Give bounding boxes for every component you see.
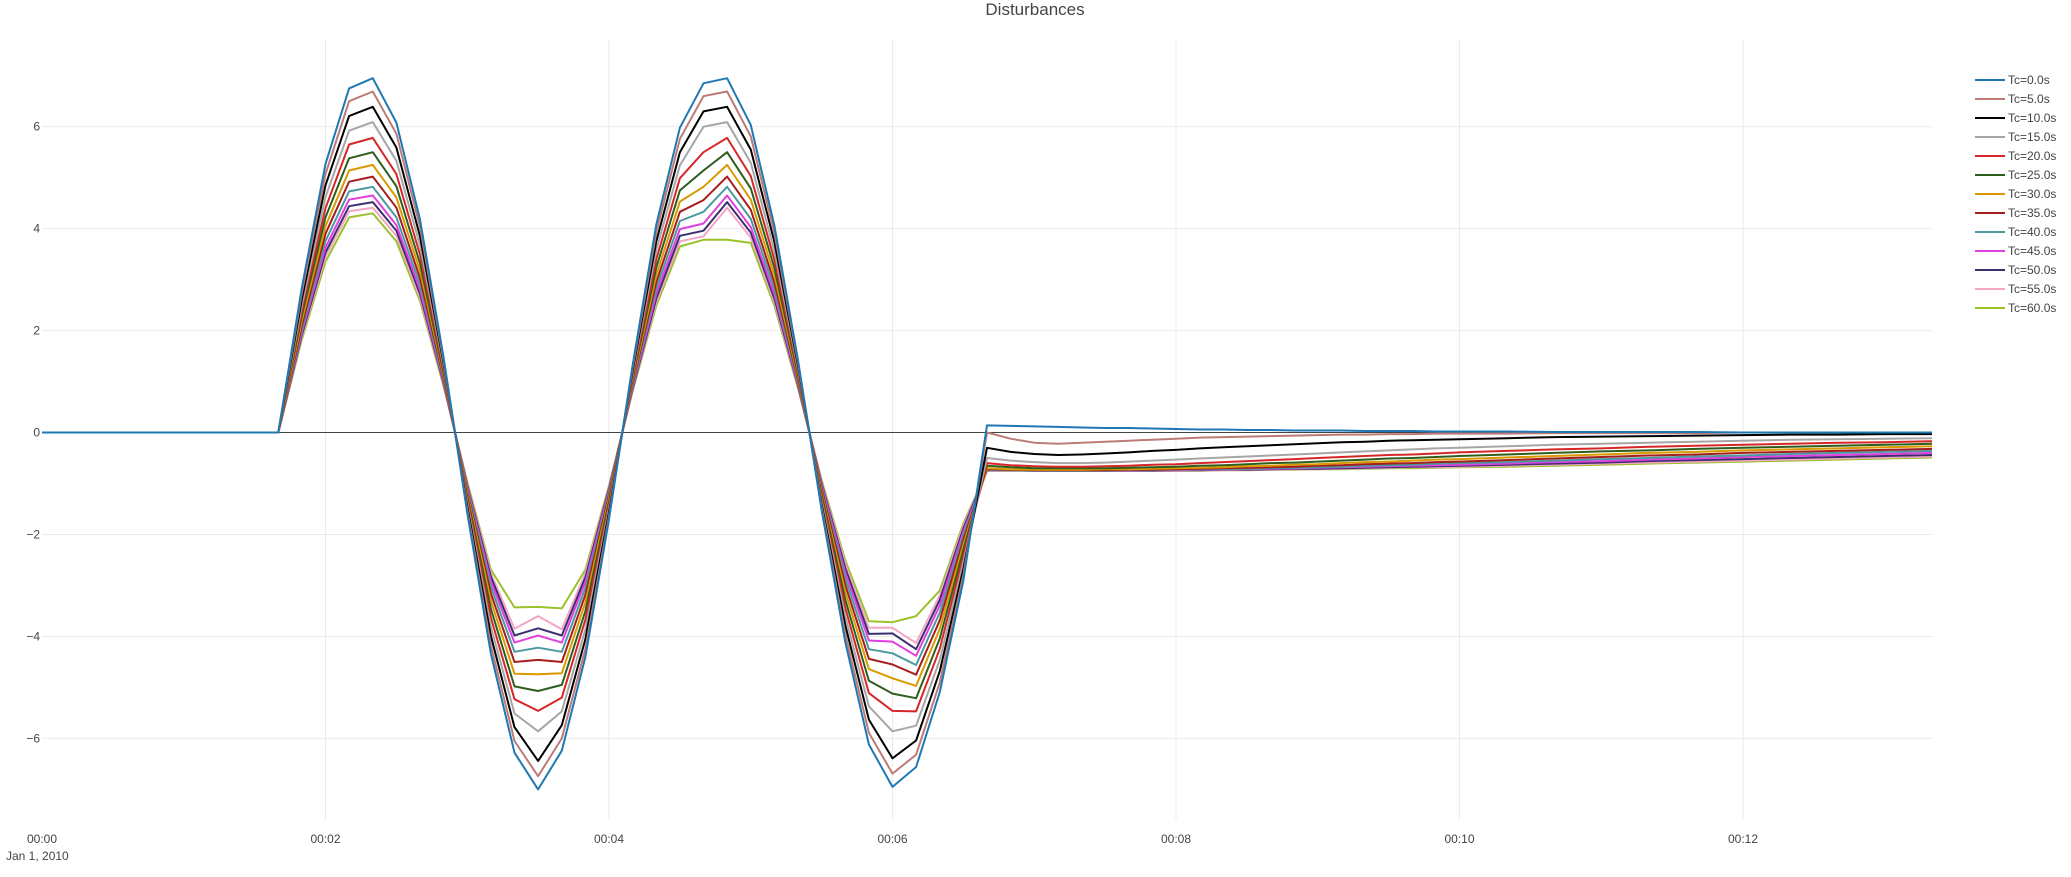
legend-item[interactable]: Tc=0.0s	[1975, 73, 2050, 87]
legend-item[interactable]: Tc=55.0s	[1975, 282, 2056, 296]
x-date-label: Jan 1, 2010	[6, 849, 69, 863]
legend: Tc=0.0s Tc=5.0s Tc=10.0s Tc=15.0s Tc=20.0s Tc…	[1975, 73, 2056, 315]
legend-label: Tc=0.0s	[2008, 73, 2050, 87]
series-lines	[42, 77, 1933, 791]
y-tick-label: −4	[26, 629, 40, 643]
legend-item[interactable]: Tc=35.0s	[1975, 206, 2056, 220]
legend-label: Tc=50.0s	[2008, 263, 2056, 277]
x-tick-label: 00:08	[1161, 832, 1191, 846]
legend-label: Tc=45.0s	[2008, 244, 2056, 258]
legend-label: Tc=20.0s	[2008, 149, 2056, 163]
legend-item[interactable]: Tc=5.0s	[1975, 92, 2050, 106]
legend-item[interactable]: Tc=25.0s	[1975, 168, 2056, 182]
grid	[42, 40, 1932, 820]
legend-label: Tc=10.0s	[2008, 111, 2056, 125]
legend-label: Tc=35.0s	[2008, 206, 2056, 220]
legend-item[interactable]: Tc=15.0s	[1975, 130, 2056, 144]
series-line-tc-0-0s[interactable]	[42, 77, 1932, 791]
legend-label: Tc=60.0s	[2008, 301, 2056, 315]
legend-label: Tc=30.0s	[2008, 187, 2056, 201]
x-tick-label: 00:00	[27, 832, 57, 846]
legend-item[interactable]: Tc=10.0s	[1975, 111, 2056, 125]
chart-title: Disturbances	[985, 0, 1084, 19]
legend-label: Tc=5.0s	[2008, 92, 2050, 106]
y-tick-label: 6	[33, 120, 40, 134]
x-tick-label: 00:06	[877, 832, 907, 846]
legend-label: Tc=55.0s	[2008, 282, 2056, 296]
legend-item[interactable]: Tc=20.0s	[1975, 149, 2056, 163]
axes: 00:00 00:02 00:04 00:06 00:08 00:10 00:12 Jan 1…	[6, 120, 1932, 863]
x-tick-label: 00:02	[310, 832, 340, 846]
y-tick-label: −2	[26, 528, 40, 542]
legend-label: Tc=25.0s	[2008, 168, 2056, 182]
legend-label: Tc=40.0s	[2008, 225, 2056, 239]
legend-item[interactable]: Tc=50.0s	[1975, 263, 2056, 277]
legend-item[interactable]: Tc=45.0s	[1975, 244, 2056, 258]
y-tick-label: 2	[33, 324, 40, 338]
y-tick-label: 0	[33, 426, 40, 440]
legend-item[interactable]: Tc=60.0s	[1975, 301, 2056, 315]
legend-label: Tc=15.0s	[2008, 130, 2056, 144]
y-tick-label: 4	[33, 222, 40, 236]
y-tick-label: −6	[26, 731, 40, 745]
x-tick-label: 00:04	[594, 832, 624, 846]
x-tick-label: 00:12	[1728, 832, 1758, 846]
x-tick-label: 00:10	[1444, 832, 1474, 846]
legend-item[interactable]: Tc=40.0s	[1975, 225, 2056, 239]
legend-item[interactable]: Tc=30.0s	[1975, 187, 2056, 201]
